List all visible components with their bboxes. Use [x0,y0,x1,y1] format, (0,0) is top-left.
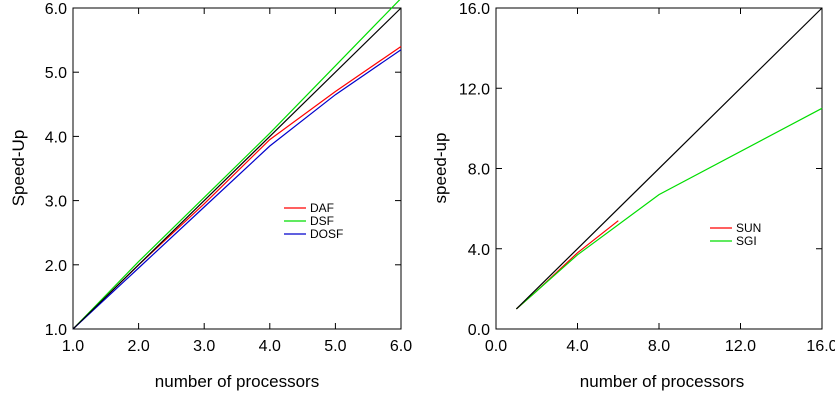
y-tick-label: 6.0 [45,1,67,18]
y-tick-label: 1.0 [45,322,67,339]
x-tick-label: 12.0 [725,338,756,355]
x-tick-label: 16.0 [806,338,835,355]
x-tick-label: 4.0 [259,338,281,355]
speedup-chart-right: 0.0 4.0 8.0 12.0 16.0 0.0 4.0 8.0 12.0 16.0 number… [431,1,835,391]
x-tick-label: 0.0 [485,338,507,355]
series-line-ideal [516,8,822,309]
x-tick-label: 4.0 [566,338,588,355]
y-tick-label: 5.0 [45,65,67,82]
y-axis-title: speed-up [431,133,450,204]
x-tick-label: 1.0 [62,338,84,355]
series-line-dsf [73,0,401,329]
y-tick-label: 3.0 [45,194,67,211]
y-tick-label: 2.0 [45,258,67,275]
x-tick-label: 5.0 [324,338,346,355]
y-axis-title: Speed-Up [9,130,28,207]
legend-label-daf: DAF [310,201,334,215]
legend-label-sun: SUN [736,221,761,235]
y-tick-label: 4.0 [45,129,67,146]
legend-label-dosf: DOSF [310,227,343,241]
legend-label-dsf: DSF [310,214,334,228]
speedup-chart-left: 1.0 2.0 3.0 4.0 5.0 6.0 1.0 2.0 3.0 4.0 5.0 6.0 numb… [9,0,412,391]
x-tick-label: 6.0 [390,338,412,355]
x-tick-label: 3.0 [193,338,215,355]
series-line-ideal [73,8,401,329]
x-axis-title: number of processors [155,372,319,391]
legend-label-sgi: SGI [736,234,757,248]
x-tick-label: 8.0 [648,338,670,355]
x-tick-label: 2.0 [127,338,149,355]
y-tick-label: 4.0 [468,242,490,259]
series-line-daf [73,47,401,330]
y-tick-label: 0.0 [468,322,490,339]
series-line-sgi [516,108,822,309]
y-tick-label: 12.0 [459,81,490,98]
series-line-dosf [73,50,401,329]
x-axis-title: number of processors [580,372,744,391]
y-tick-label: 16.0 [459,1,490,18]
y-tick-label: 8.0 [468,162,490,179]
